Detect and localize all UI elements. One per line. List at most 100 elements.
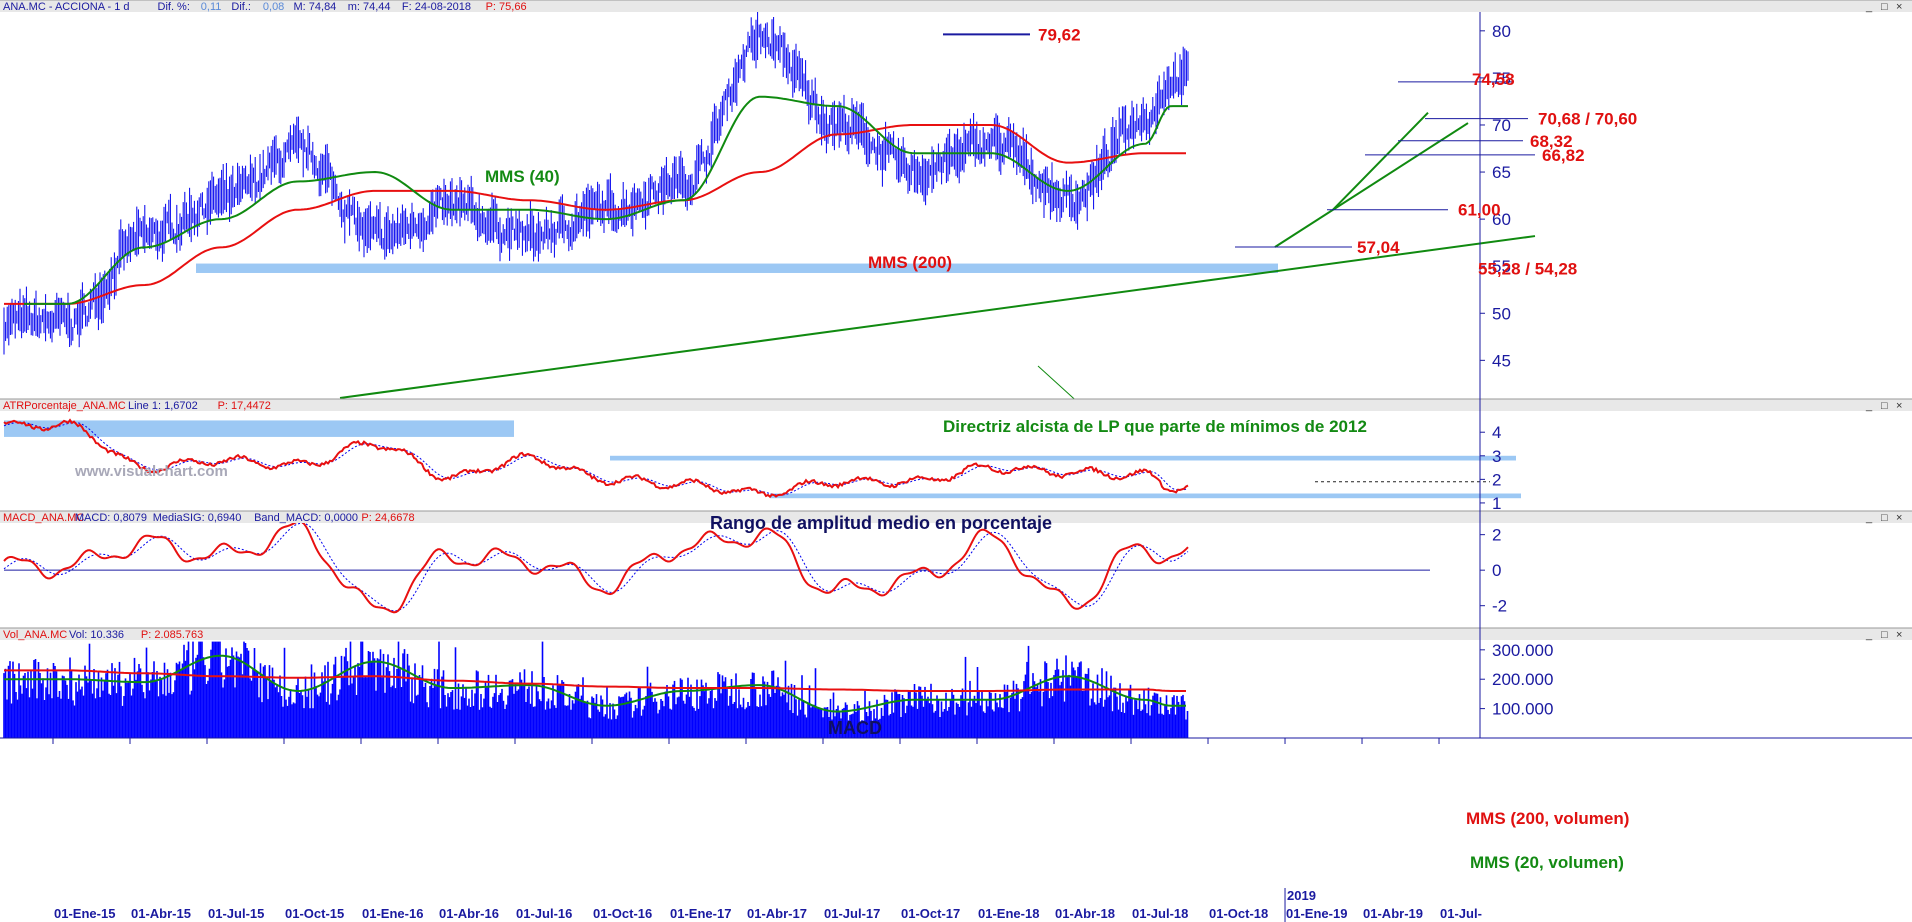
mms-200-label: MMS (200) (868, 253, 952, 272)
maximize-button[interactable]: □ (1881, 400, 1888, 412)
maximize-button[interactable]: □ (1881, 512, 1888, 524)
price-header-date: F: 24-08-2018 (402, 1, 471, 13)
macd-signal-line[interactable] (3, 522, 1189, 612)
atr-series[interactable] (3, 418, 1490, 499)
vol-mms-20-label: MMS (20, volumen) (1470, 853, 1624, 872)
watermark: www.visualchart.com (74, 463, 228, 480)
x-tick-label: 01-Oct-17 (901, 906, 960, 921)
close-button[interactable]: × (1896, 512, 1902, 524)
macd-tick-label: 2 (1492, 526, 1501, 545)
price-tick-label: 65 (1492, 163, 1511, 182)
x-tick-label: 01-Oct-15 (285, 906, 344, 921)
short-trendline (1274, 122, 1469, 248)
macd-title: MACD (828, 718, 882, 738)
volume-header-name: Vol_ANA.MC (3, 629, 67, 641)
level-5528-label: 55,28 / 54,28 (1478, 259, 1577, 278)
volume-tick-label: 100.000 (1492, 700, 1553, 719)
macd-header-last: P: 24,6678 (361, 512, 414, 524)
x-tick-label: 01-Jul-17 (824, 906, 880, 921)
level-6682-label: 66,82 (1542, 146, 1585, 165)
x-tick-label: 01-Abr-18 (1055, 906, 1115, 921)
price-tick-label: 50 (1492, 304, 1511, 323)
atr-tick-label: 1 (1492, 494, 1501, 513)
support-band-5528-5428 (196, 263, 1278, 273)
level-7962-label: 79,62 (1038, 25, 1081, 44)
atr-band-low (770, 493, 1521, 499)
x-tick-label: 01-Jul-15 (208, 906, 264, 921)
price-header-dif-label: Dif.: (231, 1, 251, 13)
x-tick-label: 01-Jul- (1440, 906, 1482, 921)
mms-200-line (4, 124, 1186, 305)
price-header-dif: 0,08 (263, 1, 284, 13)
x-tick-label: 01-Abr-16 (439, 906, 499, 921)
level-6832-label: 68,32 (1530, 132, 1573, 151)
atr-header-line: Line 1: 1,6702 (128, 400, 198, 412)
x-tick-label: 01-Oct-16 (593, 906, 652, 921)
level-6100-label: 61,00 (1458, 201, 1501, 220)
minimize-button[interactable]: _ (1865, 400, 1873, 412)
price-header-min: m: 74,44 (348, 1, 391, 13)
minimize-button[interactable]: _ (1865, 629, 1873, 641)
mms-40-line (24, 95, 1188, 305)
atr-line[interactable] (3, 418, 1189, 499)
support-bands (4, 263, 1521, 499)
close-button[interactable]: × (1896, 629, 1902, 641)
maximize-button[interactable]: □ (1881, 1, 1888, 13)
moving-averages (4, 33, 1536, 407)
x-tick-label: 01-Jul-18 (1132, 906, 1188, 921)
price-tick-label: 70 (1492, 116, 1511, 135)
minimize-button[interactable]: _ (1865, 512, 1873, 524)
x-tick-label: 01-Abr-19 (1363, 906, 1423, 921)
macd-header-signal: MediaSIG: 0,6940 (153, 512, 242, 524)
level-7458-label: 74,58 (1472, 70, 1515, 89)
x-tick-label: 01-Oct-18 (1209, 906, 1268, 921)
atr-title: Rango de amplitud medio en porcentaje (710, 513, 1052, 533)
panel-header-bar-macd (0, 511, 1912, 523)
price-tick-label: 60 (1492, 210, 1511, 229)
volume-bars[interactable] (3, 641, 1189, 738)
price-tick-label: 45 (1492, 351, 1511, 370)
price-header-difpct-label: Dif. %: (158, 1, 190, 13)
panel-header-bar-price (0, 0, 1912, 12)
atr-header-name: ATRPorcentaje_ANA.MC (3, 400, 126, 412)
x-tick-label: 01-Ene-17 (670, 906, 731, 921)
level-5704-label: 57,04 (1357, 238, 1400, 257)
price-header-difpct: 0,11 (201, 1, 222, 13)
vol-mms-20-line (4, 654, 1186, 713)
volume-header-vol: Vol: 10.336 (69, 629, 124, 641)
year-label: 2019 (1287, 888, 1316, 903)
atr-tick-label: 4 (1492, 423, 1501, 442)
price-series[interactable] (3, 11, 1189, 355)
x-tick-label: 01-Ene-19 (1286, 906, 1347, 921)
chart-labels: ANA.MC - ACCIONA - 1 d Dif. %: 0,11 Dif.: 0,… (3, 1, 1637, 921)
x-tick-label: 01-Ene-16 (362, 906, 423, 921)
price-header-symbol: ANA.MC - ACCIONA - 1 d (3, 1, 130, 13)
atr-tick-label: 3 (1492, 447, 1501, 466)
macd-header-band: Band_MACD: 0,0000 (254, 512, 358, 524)
price-header-last: P: 75,66 (486, 1, 527, 13)
price-tick-label: 75 (1492, 69, 1511, 88)
macd-series[interactable] (3, 520, 1430, 614)
minimize-button[interactable]: _ (1865, 1, 1873, 13)
vol-mms-200-line (4, 669, 1186, 692)
volume-tick-label: 300.000 (1492, 641, 1553, 660)
panel-header-bar-atr (0, 399, 1912, 411)
macd-header-name: MACD_ANA.MC (3, 512, 84, 524)
macd-line[interactable] (3, 520, 1189, 614)
level-7068-label: 70,68 / 70,60 (1538, 110, 1637, 129)
short-trendline-2 (1332, 112, 1429, 211)
macd-tick-label: 0 (1492, 561, 1501, 580)
price-header-max: M: 74,84 (294, 1, 337, 13)
close-button[interactable]: × (1896, 400, 1902, 412)
close-button[interactable]: × (1896, 1, 1902, 13)
macd-tick-label: -2 (1492, 597, 1507, 616)
vol-mms-200-label: MMS (200, volumen) (1466, 809, 1629, 828)
long-term-trendline (339, 235, 1536, 399)
price-tick-label: 55 (1492, 257, 1511, 276)
macd-header-macd: MACD: 0,8079 (75, 512, 147, 524)
directriz-label: Directriz alcista de LP que parte de mín… (943, 417, 1367, 436)
maximize-button[interactable]: □ (1881, 629, 1888, 641)
volume-tick-label: 200.000 (1492, 670, 1553, 689)
